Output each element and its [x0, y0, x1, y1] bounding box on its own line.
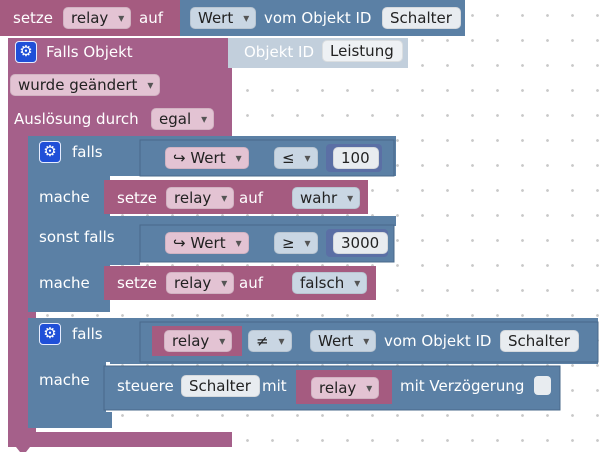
- if1-cond1-wert-dropdown[interactable]: ↪ Wert: [165, 147, 249, 169]
- trigger-object-id-field[interactable]: Leistung: [322, 40, 403, 62]
- if1-set1-variable-dropdown[interactable]: relay: [166, 187, 235, 209]
- if2-gear-icon[interactable]: ⚙: [39, 323, 61, 345]
- top-object-id-field[interactable]: Schalter: [382, 7, 461, 29]
- trigger-gear-icon[interactable]: ⚙: [15, 41, 37, 63]
- if2-cond-operator-dropdown[interactable]: ≠: [248, 330, 292, 352]
- if2-cond-variable-dropdown[interactable]: relay: [164, 330, 233, 352]
- if1-cond2-wert-label: Wert: [190, 234, 226, 252]
- if2-cond-vom-objekt-label: vom Objekt ID: [384, 332, 492, 350]
- if1-mache1-label: mache: [39, 188, 90, 206]
- return-arrow-icon: ↪: [173, 234, 186, 252]
- if1-mache2-label: mache: [39, 274, 90, 292]
- top-variable-dropdown[interactable]: relay: [63, 7, 132, 29]
- top-setze-label: setze: [13, 9, 54, 27]
- if2-falls-label: falls: [72, 325, 103, 343]
- if2-cond-object-id-field[interactable]: Schalter: [500, 330, 579, 352]
- top-vom-objekt-label: vom Objekt ID: [264, 9, 372, 27]
- if1-set2-variable-dropdown[interactable]: relay: [166, 272, 235, 294]
- trigger-condition-dropdown[interactable]: wurde geändert: [10, 74, 161, 96]
- return-arrow-icon: ↪: [173, 149, 186, 167]
- if1-set2-auf-label: auf: [239, 274, 263, 292]
- if1-set1-value-dropdown[interactable]: wahr: [292, 187, 361, 209]
- if2-control-mit-verzoegerung-label: mit Verzögerung: [400, 377, 525, 395]
- trigger-ausloesung-label: Auslösung durch: [14, 110, 139, 128]
- if2-mache-label: mache: [39, 371, 90, 389]
- if1-set1-auf-label: auf: [239, 189, 263, 207]
- if1-cond1-number-field[interactable]: 100: [333, 147, 379, 169]
- if2-bottom-shape: [28, 412, 112, 428]
- if2-control-steuere-label: steuere: [117, 377, 174, 395]
- if1-set2-setze-label: setze: [117, 274, 158, 292]
- if2-control-mit-label: mit: [262, 377, 287, 395]
- trigger-objekt-id-label: Objekt ID: [244, 43, 315, 61]
- if1-falls-label: falls: [72, 143, 103, 161]
- top-auf-label: auf: [139, 9, 163, 27]
- if1-cond2-operator-dropdown[interactable]: ≥: [274, 232, 318, 254]
- if2-control-variable-dropdown[interactable]: relay: [311, 377, 380, 399]
- if1-cond2-number-field[interactable]: 3000: [333, 232, 389, 254]
- if2-cond-wert-dropdown[interactable]: Wert: [310, 330, 377, 352]
- if1-set2-value-dropdown[interactable]: falsch: [292, 272, 368, 294]
- trigger-ausloesung-dropdown[interactable]: egal: [151, 108, 215, 130]
- top-wert-dropdown[interactable]: Wert: [190, 7, 257, 29]
- if1-cond1-operator-dropdown[interactable]: ≤: [274, 147, 318, 169]
- if1-sonst-falls-label: sonst falls: [39, 228, 115, 246]
- if1-cond1-wert-label: Wert: [190, 149, 226, 167]
- if1-set1-setze-label: setze: [117, 189, 158, 207]
- if1-gear-icon[interactable]: ⚙: [39, 141, 61, 163]
- if2-control-delay-checkbox[interactable]: [534, 376, 551, 395]
- if1-block-shape: [28, 136, 396, 312]
- if2-control-object-id-field[interactable]: Schalter: [181, 375, 260, 397]
- if1-cond2-wert-dropdown[interactable]: ↪ Wert: [165, 232, 249, 254]
- trigger-title: Falls Objekt: [46, 43, 133, 61]
